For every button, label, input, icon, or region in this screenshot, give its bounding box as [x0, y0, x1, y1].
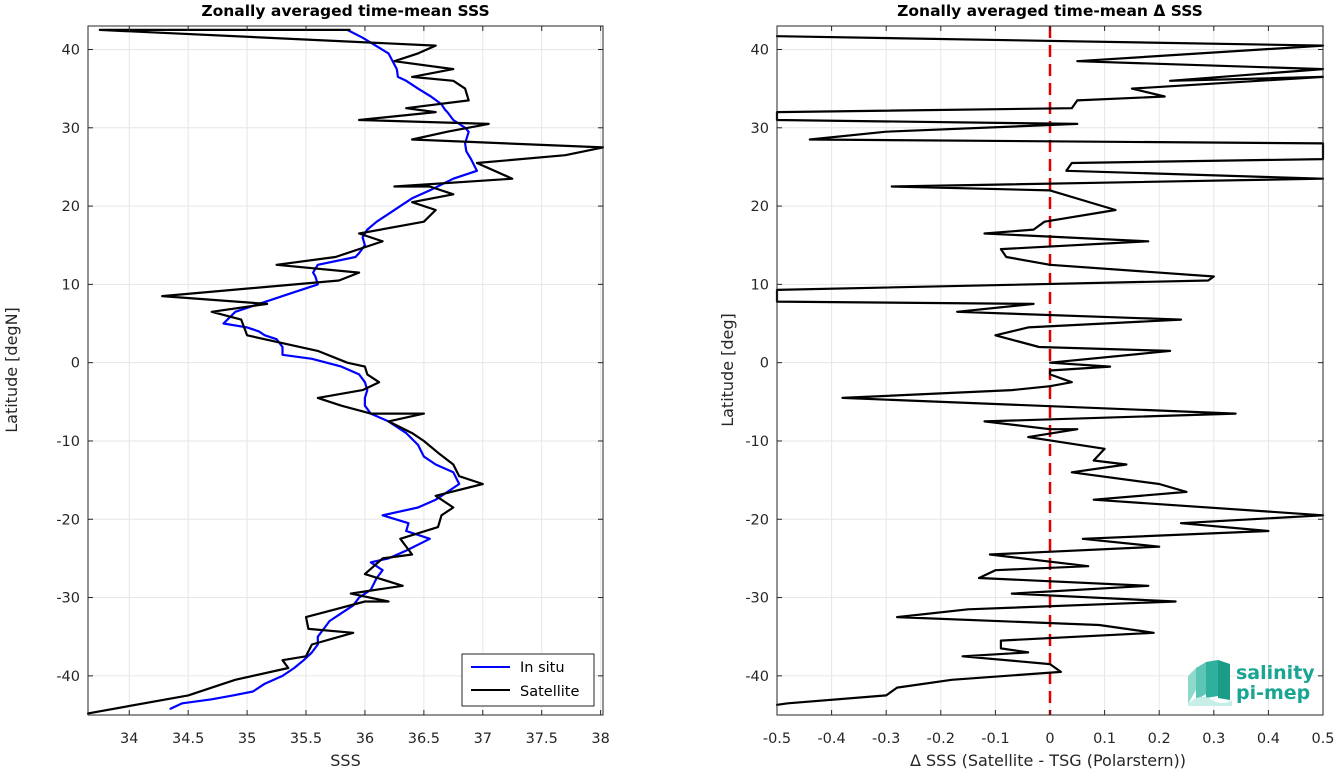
logo-text-pi-mep: pi-mep: [1236, 682, 1310, 704]
salinity-pi-mep-logo: salinity pi-mep: [1188, 660, 1315, 706]
left-x-tick-label-1: 34.5: [172, 731, 204, 747]
right-x-tick-label-3: -0.2: [927, 731, 955, 747]
right-y-tick-label-1: -30: [745, 591, 769, 607]
left-y-tick-label-2: -20: [56, 512, 80, 528]
left-y-tick-label-8: 40: [62, 42, 80, 58]
right-x-tick-label-8: 0.3: [1202, 731, 1225, 747]
right-y-tick-label-4: 0: [760, 356, 769, 372]
right-x-tick-label-9: 0.4: [1257, 731, 1280, 747]
right-x-tick-label-0: -0.5: [763, 731, 791, 747]
right-x-tick-label-2: -0.3: [872, 731, 900, 747]
left-x-tick-label-5: 36.5: [408, 731, 440, 747]
left-axes-frame: [87, 25, 604, 716]
left-x-tick-label-3: 35.5: [290, 731, 322, 747]
right-y-tick-label-0: -40: [745, 669, 769, 685]
left-y-tick-label-7: 30: [62, 121, 80, 137]
right-x-tick-label-10: 0.5: [1311, 731, 1334, 747]
right-y-tick-label-2: -20: [745, 512, 769, 528]
left-y-tick-label-6: 20: [62, 199, 80, 215]
right-series-line-delta-sss: [775, 35, 1325, 706]
legend-box: [461, 653, 595, 707]
right-x-tick-label-4: -0.1: [981, 731, 1009, 747]
left-y-axis-label: Latitude [degN]: [2, 307, 21, 433]
right-series: [775, 35, 1325, 706]
logo-wave-4: [1218, 660, 1230, 700]
right-y-tick-label-7: 30: [751, 121, 769, 137]
left-x-tick-label-4: 36: [356, 731, 374, 747]
right-y-tick-label-5: 10: [751, 277, 769, 293]
logo-wave-base: [1188, 696, 1232, 706]
right-x-tick-label-6: 0.1: [1093, 731, 1116, 747]
legend-label-satellite: Satellite: [520, 684, 579, 700]
right-x-tick-label-1: -0.4: [817, 731, 845, 747]
logo-text-salinity: salinity: [1236, 662, 1315, 684]
left-chart-title: Zonally averaged time-mean SSS: [201, 2, 489, 20]
left-y-tick-label-0: -40: [56, 669, 80, 685]
left-x-axis-label: SSS: [330, 751, 360, 769]
right-ticks: -0.5 -0.4 -0.3 -0.2 -0.1 0 0.1 0.2 0.3 0.4 0.5 -40 -…: [745, 26, 1335, 747]
left-y-tick-label-3: -10: [56, 434, 80, 450]
logo-wave-1: [1188, 668, 1196, 704]
left-y-tick-label-4: 0: [71, 356, 80, 372]
right-x-axis-label: Δ SSS (Satellite - TSG (Polarstern)): [910, 751, 1186, 769]
legend: In situ Satellite: [461, 653, 595, 707]
left-x-tick-label-0: 34: [120, 731, 138, 747]
left-y-tick-label-1: -30: [56, 591, 80, 607]
right-y-tick-label-6: 20: [751, 199, 769, 215]
left-x-tick-label-7: 37.5: [526, 731, 558, 747]
right-chart-title: Zonally averaged time-mean Δ SSS: [897, 2, 1203, 20]
left-x-tick-label-2: 35: [238, 731, 256, 747]
logo-wave-3: [1206, 660, 1218, 698]
right-y-tick-label-8: 40: [751, 42, 769, 58]
left-series-line-satellite: [86, 28, 605, 715]
right-x-tick-label-7: 0.2: [1148, 731, 1171, 747]
right-chart: -0.5 -0.4 -0.3 -0.2 -0.1 0 0.1 0.2 0.3 0.4 0.5 -40 -…: [718, 2, 1335, 769]
right-y-tick-label-3: -10: [745, 434, 769, 450]
left-x-tick-label-8: 38: [591, 731, 609, 747]
left-chart: 34 34.5 35 35.5 36 36.5 37 37.5 38 -40 -30 -20 -10 0 1…: [2, 2, 610, 769]
left-series: [86, 28, 605, 715]
right-y-axis-label: Latitude [deg]: [718, 313, 737, 427]
left-ticks: 34 34.5 35 35.5 36 36.5 37 37.5 38 -40 -30 -20 -10 0 1…: [56, 26, 610, 747]
left-series-line-in-situ: [169, 28, 478, 710]
left-x-tick-label-6: 37: [474, 731, 492, 747]
legend-label-in-situ: In situ: [520, 660, 565, 676]
left-y-tick-label-5: 10: [62, 277, 80, 293]
right-x-tick-label-5: 0: [1045, 731, 1054, 747]
logo-wave-2: [1196, 662, 1206, 700]
